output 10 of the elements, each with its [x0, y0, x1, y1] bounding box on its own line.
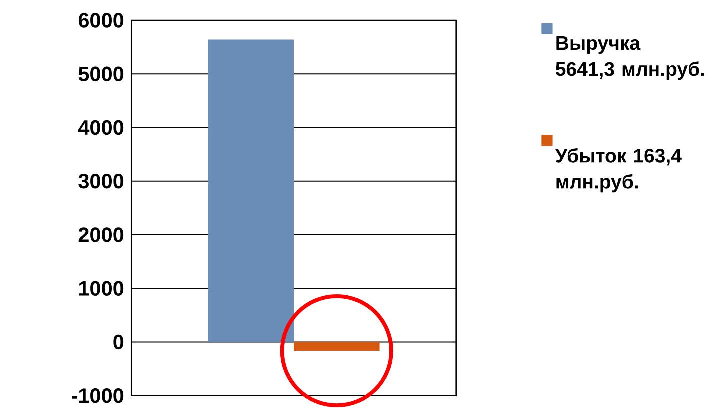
y-tick-label: 4000 [78, 120, 124, 136]
y-tick-label: -1000 [72, 388, 124, 404]
y-tick-label: 1000 [79, 281, 124, 296]
legend-label: Выручка 5641,3 млн.руб. [556, 36, 704, 80]
y-tick-label: 3000 [78, 174, 124, 189]
y-tick-label: 6000 [78, 13, 124, 28]
y-tick-label: 5000 [78, 66, 124, 82]
y-tick-label: 0 [114, 335, 124, 350]
legend-label: Убыток 163,4 млн.руб. [555, 148, 682, 193]
y-tick-label: 2000 [78, 228, 124, 243]
